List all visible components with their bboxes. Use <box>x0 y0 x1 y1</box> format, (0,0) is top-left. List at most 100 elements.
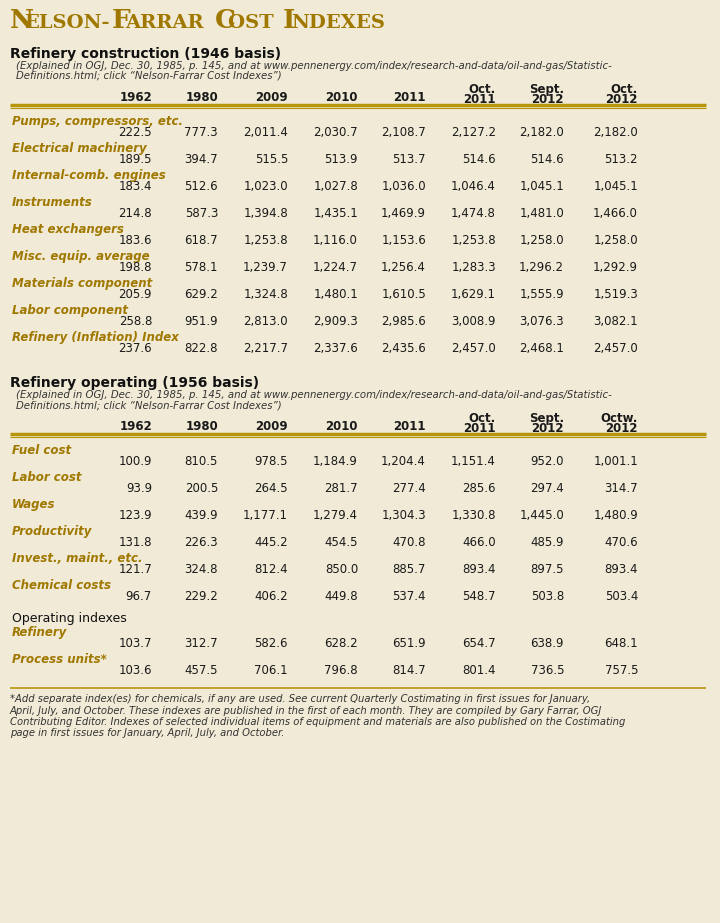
Text: 2,030.7: 2,030.7 <box>313 126 358 139</box>
Text: 96.7: 96.7 <box>126 590 152 603</box>
Text: 503.8: 503.8 <box>531 590 564 603</box>
Text: Heat exchangers: Heat exchangers <box>12 223 124 236</box>
Text: Oct.: Oct. <box>469 83 496 96</box>
Text: 470.6: 470.6 <box>604 536 638 549</box>
Text: Operating indexes: Operating indexes <box>12 612 127 625</box>
Text: 2,985.6: 2,985.6 <box>382 315 426 328</box>
Text: Sept.: Sept. <box>529 412 564 425</box>
Text: 1,177.1: 1,177.1 <box>243 509 288 522</box>
Text: 1980: 1980 <box>185 420 218 433</box>
Text: 103.6: 103.6 <box>119 664 152 677</box>
Text: 548.7: 548.7 <box>462 590 496 603</box>
Text: 1,224.7: 1,224.7 <box>313 261 358 274</box>
Text: 801.4: 801.4 <box>462 664 496 677</box>
Text: Misc. equip. average: Misc. equip. average <box>12 250 150 263</box>
Text: 1,253.8: 1,253.8 <box>451 234 496 247</box>
Text: 512.6: 512.6 <box>184 180 218 193</box>
Text: 1,023.0: 1,023.0 <box>243 180 288 193</box>
Text: 2009: 2009 <box>256 91 288 104</box>
Text: 189.5: 189.5 <box>119 153 152 166</box>
Text: 237.6: 237.6 <box>118 342 152 355</box>
Text: Refinery construction (1946 basis): Refinery construction (1946 basis) <box>10 47 281 61</box>
Text: 893.4: 893.4 <box>605 563 638 576</box>
Text: 485.9: 485.9 <box>531 536 564 549</box>
Text: 449.8: 449.8 <box>325 590 358 603</box>
Text: 1,279.4: 1,279.4 <box>313 509 358 522</box>
Text: 810.5: 810.5 <box>184 455 218 468</box>
Text: 513.2: 513.2 <box>605 153 638 166</box>
Text: 2,909.3: 2,909.3 <box>313 315 358 328</box>
Text: Refinery: Refinery <box>12 626 67 639</box>
Text: Productivity: Productivity <box>12 525 92 538</box>
Text: 2011: 2011 <box>464 422 496 435</box>
Text: 1,394.8: 1,394.8 <box>243 207 288 220</box>
Text: 1,253.8: 1,253.8 <box>243 234 288 247</box>
Text: Chemical costs: Chemical costs <box>12 579 111 592</box>
Text: Wages: Wages <box>12 498 55 511</box>
Text: Octw.: Octw. <box>600 412 638 425</box>
Text: 1,435.1: 1,435.1 <box>313 207 358 220</box>
Text: Electrical machinery: Electrical machinery <box>12 142 147 155</box>
Text: 893.4: 893.4 <box>462 563 496 576</box>
Text: 2,217.7: 2,217.7 <box>243 342 288 355</box>
Text: 897.5: 897.5 <box>531 563 564 576</box>
Text: 1,519.3: 1,519.3 <box>593 288 638 301</box>
Text: 100.9: 100.9 <box>119 455 152 468</box>
Text: 281.7: 281.7 <box>325 482 358 495</box>
Text: 514.6: 514.6 <box>462 153 496 166</box>
Text: 1962: 1962 <box>120 420 152 433</box>
Text: 439.9: 439.9 <box>184 509 218 522</box>
Text: 183.6: 183.6 <box>119 234 152 247</box>
Text: 466.0: 466.0 <box>462 536 496 549</box>
Text: 2,457.0: 2,457.0 <box>593 342 638 355</box>
Text: 1,239.7: 1,239.7 <box>243 261 288 274</box>
Text: 2,127.2: 2,127.2 <box>451 126 496 139</box>
Text: 406.2: 406.2 <box>254 590 288 603</box>
Text: N: N <box>10 8 34 33</box>
Text: 205.9: 205.9 <box>119 288 152 301</box>
Text: 812.4: 812.4 <box>254 563 288 576</box>
Text: 978.5: 978.5 <box>254 455 288 468</box>
Text: 1,153.6: 1,153.6 <box>382 234 426 247</box>
Text: 1,610.5: 1,610.5 <box>382 288 426 301</box>
Text: *Add separate index(es) for chemicals, if any are used. See current Quarterly Co: *Add separate index(es) for chemicals, i… <box>10 694 590 704</box>
Text: Materials component: Materials component <box>12 277 152 290</box>
Text: 587.3: 587.3 <box>184 207 218 220</box>
Text: 1,001.1: 1,001.1 <box>593 455 638 468</box>
Text: 1,296.2: 1,296.2 <box>519 261 564 274</box>
Text: 618.7: 618.7 <box>184 234 218 247</box>
Text: 628.2: 628.2 <box>325 637 358 650</box>
Text: (Explained in OGJ, Dec. 30, 1985, p. 145, and at www.pennenergy.com/index/resear: (Explained in OGJ, Dec. 30, 1985, p. 145… <box>16 390 612 400</box>
Text: Oct.: Oct. <box>469 412 496 425</box>
Text: 445.2: 445.2 <box>254 536 288 549</box>
Text: 777.3: 777.3 <box>184 126 218 139</box>
Text: 951.9: 951.9 <box>184 315 218 328</box>
Text: 952.0: 952.0 <box>531 455 564 468</box>
Text: 2010: 2010 <box>325 91 358 104</box>
Text: Definitions.html; click “Nelson-Farrar Cost Indexes”): Definitions.html; click “Nelson-Farrar C… <box>16 71 282 81</box>
Text: 1,466.0: 1,466.0 <box>593 207 638 220</box>
Text: 814.7: 814.7 <box>392 664 426 677</box>
Text: 121.7: 121.7 <box>118 563 152 576</box>
Text: Internal-comb. engines: Internal-comb. engines <box>12 169 166 182</box>
Text: Refinery (Inflation) Index: Refinery (Inflation) Index <box>12 331 179 344</box>
Text: 2,108.7: 2,108.7 <box>382 126 426 139</box>
Text: 297.4: 297.4 <box>530 482 564 495</box>
Text: Oct.: Oct. <box>611 83 638 96</box>
Text: 1,292.9: 1,292.9 <box>593 261 638 274</box>
Text: 2,468.1: 2,468.1 <box>519 342 564 355</box>
Text: 822.8: 822.8 <box>184 342 218 355</box>
Text: 277.4: 277.4 <box>392 482 426 495</box>
Text: 1,474.8: 1,474.8 <box>451 207 496 220</box>
Text: 3,076.3: 3,076.3 <box>519 315 564 328</box>
Text: Refinery operating (1956 basis): Refinery operating (1956 basis) <box>10 376 259 390</box>
Text: Instruments: Instruments <box>12 196 93 209</box>
Text: 885.7: 885.7 <box>392 563 426 576</box>
Text: 2,337.6: 2,337.6 <box>313 342 358 355</box>
Text: 654.7: 654.7 <box>462 637 496 650</box>
Text: Invest., maint., etc.: Invest., maint., etc. <box>12 552 143 565</box>
Text: 1,469.9: 1,469.9 <box>381 207 426 220</box>
Text: 736.5: 736.5 <box>531 664 564 677</box>
Text: 229.2: 229.2 <box>184 590 218 603</box>
Text: 198.8: 198.8 <box>119 261 152 274</box>
